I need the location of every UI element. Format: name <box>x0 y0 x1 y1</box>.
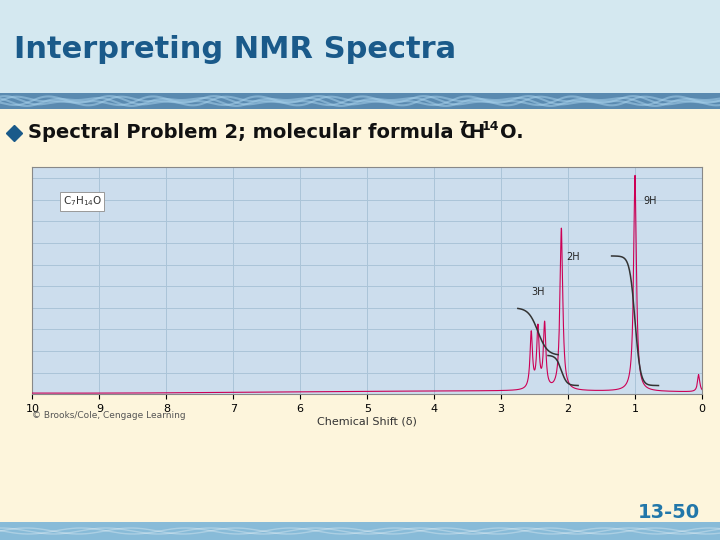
Text: H: H <box>468 124 485 143</box>
X-axis label: Chemical Shift (δ): Chemical Shift (δ) <box>318 417 417 427</box>
Text: Spectral Problem 2; molecular formula C: Spectral Problem 2; molecular formula C <box>28 124 474 143</box>
Bar <box>0 0 720 97</box>
Text: 13-50: 13-50 <box>638 503 700 522</box>
Text: 3H: 3H <box>531 287 545 297</box>
Text: 7: 7 <box>458 120 467 133</box>
Bar <box>0 93 720 109</box>
Bar <box>0 522 720 540</box>
Text: 9H: 9H <box>643 196 657 206</box>
Text: © Brooks/Cole, Cengage Learning: © Brooks/Cole, Cengage Learning <box>32 411 186 420</box>
Text: 2H: 2H <box>567 252 580 262</box>
Text: 14: 14 <box>482 120 500 133</box>
Text: Interpreting NMR Spectra: Interpreting NMR Spectra <box>14 35 456 64</box>
Text: O.: O. <box>500 124 523 143</box>
Text: $\mathregular{C_7H_{14}O}$: $\mathregular{C_7H_{14}O}$ <box>63 194 102 208</box>
